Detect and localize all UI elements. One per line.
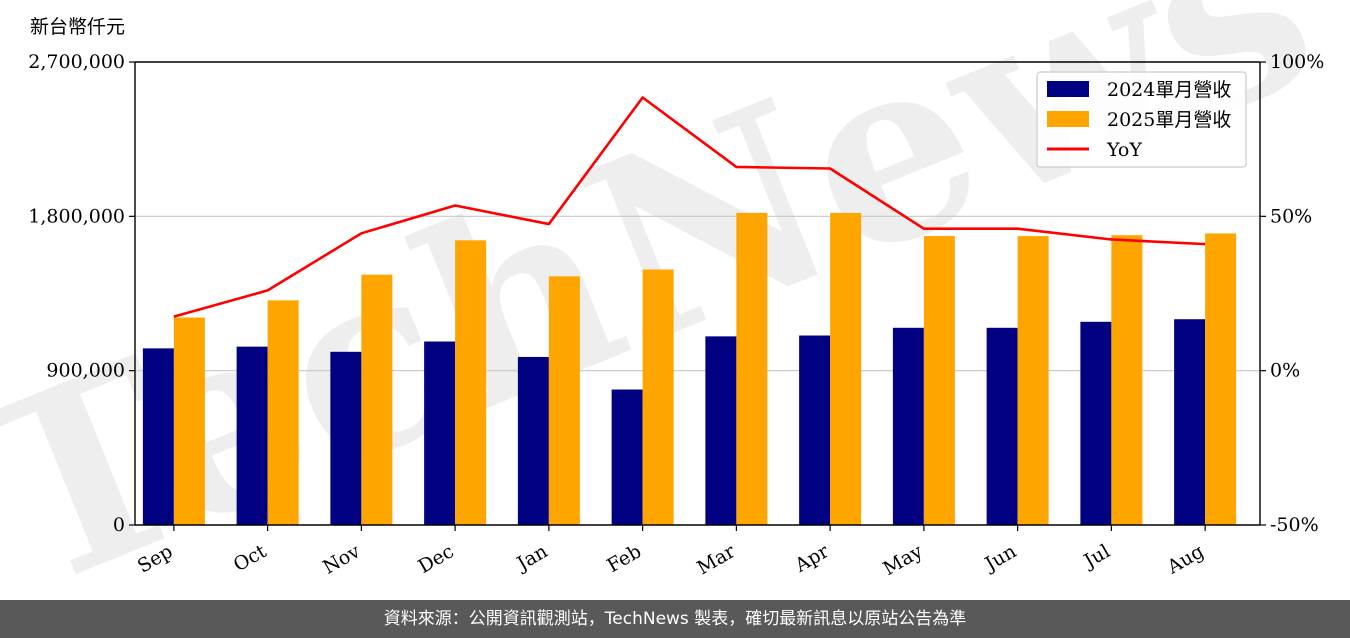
right-tick-label: -50% xyxy=(1270,514,1319,536)
legend-box xyxy=(1036,71,1247,168)
bar-2024-may xyxy=(892,327,924,525)
bar-2025-jul xyxy=(1111,235,1143,525)
x-tick-label-feb: Feb xyxy=(603,540,645,577)
right-tick-label: 100% xyxy=(1270,51,1324,73)
left-tick-label: 900,000 xyxy=(46,360,125,382)
bar-2024-jul xyxy=(1080,321,1112,525)
bar-2024-feb xyxy=(611,389,643,525)
x-tick-label-jul: Jul xyxy=(1079,540,1114,573)
right-tick-label: 0% xyxy=(1270,360,1300,382)
bar-2025-feb xyxy=(642,269,674,525)
footer-source-note: 資料來源：公開資訊觀測站，TechNews 製表，確切最新訊息以原站公告為準 xyxy=(0,600,1350,638)
bar-2024-dec xyxy=(424,341,456,525)
bar-2024-oct xyxy=(236,346,268,525)
unit-label: 新台幣仟元 xyxy=(30,16,125,38)
x-tick-label-jan: Jan xyxy=(512,540,552,576)
legend-label: 2025單月營收 xyxy=(1107,109,1231,131)
x-tick-label-jun: Jun xyxy=(980,540,1021,576)
bar-2025-sep xyxy=(173,317,205,525)
x-tick-label-apr: Apr xyxy=(790,540,833,577)
left-tick-label: 0 xyxy=(113,514,125,536)
x-tick-label-mar: Mar xyxy=(693,540,739,579)
x-tick-label-may: May xyxy=(879,540,926,580)
legend: 2024單月營收 2025單月營收 YoY xyxy=(1036,71,1247,168)
yoy-line xyxy=(173,96,1206,318)
left-tick-label: 1,800,000 xyxy=(28,205,125,227)
bar-2024-apr xyxy=(799,335,831,525)
bar-2024-nov xyxy=(330,351,362,525)
yoy-line-group xyxy=(173,96,1206,318)
bar-2025-nov xyxy=(361,274,393,525)
bar-2025-aug xyxy=(1205,233,1237,525)
legend-swatch xyxy=(1047,81,1089,97)
bar-2024-jan xyxy=(517,356,549,525)
bar-2025-dec xyxy=(455,240,487,525)
bar-2025-apr xyxy=(830,212,862,526)
bars xyxy=(142,212,1237,526)
legend-label: YoY xyxy=(1106,139,1142,161)
bar-2025-jun xyxy=(1017,236,1049,525)
bar-2024-jun xyxy=(986,327,1018,525)
right-tick-label: 50% xyxy=(1270,205,1312,227)
x-tick-label-nov: Nov xyxy=(319,540,364,579)
bar-2025-oct xyxy=(267,300,299,525)
bar-2025-may xyxy=(923,236,955,525)
bar-2024-mar xyxy=(705,336,737,525)
bar-2025-jan xyxy=(548,276,580,525)
left-tick-label: 2,700,000 xyxy=(28,51,125,73)
gridlines xyxy=(135,215,1260,372)
bar-2024-aug xyxy=(1174,319,1206,525)
x-tick-label-aug: Aug xyxy=(1163,540,1208,579)
x-tick-label-dec: Dec xyxy=(414,540,457,578)
legend-swatch xyxy=(1047,111,1089,127)
revenue-chart: TechNews 0900,0001,800,0002,700,000-50%0… xyxy=(0,0,1348,600)
legend-label: 2024單月營收 xyxy=(1107,79,1231,101)
bar-2024-sep xyxy=(142,348,174,525)
bar-2025-mar xyxy=(736,212,768,526)
